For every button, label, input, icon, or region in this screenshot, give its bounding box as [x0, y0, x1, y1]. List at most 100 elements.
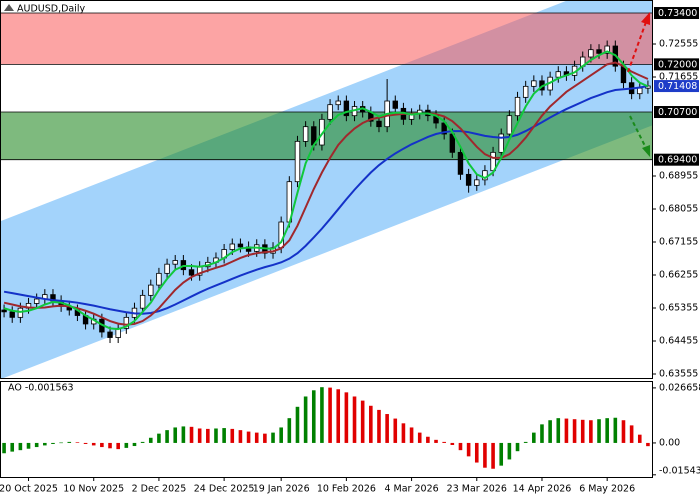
ao-bar: [637, 434, 642, 443]
ao-bar: [148, 437, 153, 443]
y-tick-label: 0.00: [659, 437, 680, 448]
x-tick-label: 6 May 2026: [579, 484, 635, 495]
y-tick-label: -0.015439: [659, 466, 700, 477]
ao-bar: [377, 409, 381, 443]
ao-bar: [271, 432, 275, 443]
ao-bar: [124, 442, 129, 448]
candle-body: [588, 49, 594, 58]
ao-bar: [360, 400, 365, 443]
ao-bar: [499, 442, 504, 466]
ao-bar: [230, 428, 235, 443]
ao-bar: [303, 396, 308, 443]
y-tick-label: 0.66255: [659, 270, 698, 281]
ao-bar: [10, 442, 15, 452]
ao-bar: [540, 424, 544, 443]
ao-bar: [295, 406, 300, 443]
level-label: 0.72000: [658, 59, 697, 70]
level-label: 0.73400: [658, 8, 697, 19]
x-tick-label: 20 Oct 2025: [0, 484, 58, 495]
ao-bar: [548, 420, 552, 443]
ao-bar: [328, 387, 332, 443]
ao-bar: [417, 432, 422, 443]
ao-bar: [474, 442, 479, 463]
y-tick-label: 0.71655: [659, 72, 698, 83]
y-tick-label: 0.63555: [659, 369, 698, 380]
x-tick-label: 2 Dec 2025: [132, 484, 187, 495]
ao-bar: [26, 442, 31, 449]
ao-bar: [311, 390, 316, 443]
ao-bar: [279, 427, 283, 443]
level-label: 0.71408: [658, 81, 697, 92]
ao-bar: [605, 418, 609, 443]
ao-bar: [222, 428, 226, 443]
ao-bar: [613, 417, 618, 443]
candle-body: [620, 65, 627, 84]
candle-body: [531, 80, 537, 87]
ao-bar: [515, 442, 520, 452]
forecast-arrows: [627, 12, 650, 157]
ao-bar: [621, 420, 626, 443]
indicator-title: AO -0.001563: [8, 383, 74, 394]
x-tick-label: 4 Mar 2026: [384, 484, 438, 495]
arrow-down: [629, 115, 647, 149]
y-tick-label: 0.64455: [659, 336, 698, 347]
candle-body: [237, 243, 244, 248]
ao-bar: [100, 442, 104, 448]
arrow-up: [627, 21, 647, 73]
title-icon: [4, 4, 14, 11]
candle-body: [148, 284, 154, 296]
candle-body: [9, 311, 15, 318]
price-panel-frame: [0, 0, 653, 379]
candle-body: [33, 298, 40, 304]
candle-body: [1, 309, 7, 313]
ao-bar: [246, 431, 251, 443]
ao-bar: [450, 442, 455, 445]
ao-bar: [434, 439, 438, 443]
ao-bar: [466, 442, 471, 457]
level-label: 0.70700: [658, 107, 697, 118]
candle-body: [457, 151, 464, 175]
ao-bar: [157, 433, 161, 443]
arrow-down-head: [642, 145, 650, 157]
ao-bar: [214, 428, 218, 443]
candle-body: [302, 126, 309, 142]
ao-bar: [116, 442, 120, 450]
x-tick-label: 10 Feb 2026: [317, 484, 376, 495]
candle-body: [172, 260, 178, 265]
ao-bar: [401, 423, 406, 443]
ao-bar: [34, 442, 39, 448]
ao-bar: [629, 425, 634, 443]
x-tick-label: 10 Nov 2025: [63, 484, 124, 495]
candle-body: [294, 140, 301, 183]
ao-bar: [409, 427, 414, 443]
level-box: [654, 153, 699, 166]
marks-layer: [1, 40, 651, 469]
ao-bar: [181, 426, 186, 443]
axis-layer: 0.63555 0.64455 0.65355 0.66255 0.67155 0.680…: [0, 7, 700, 495]
level-label: 0.69400: [658, 155, 697, 166]
y-tick-label: 0.68955: [659, 171, 698, 182]
ao-bar: [2, 442, 6, 454]
y-tick-label: 0.026658: [659, 382, 700, 393]
candle-body: [107, 331, 113, 338]
zone: [0, 13, 652, 65]
ao-bar: [18, 442, 23, 451]
ao-bar: [197, 428, 202, 443]
level-box: [654, 106, 699, 119]
ao-panel-frame: [0, 381, 653, 478]
ao-bar: [254, 432, 259, 443]
candle-body: [465, 173, 472, 186]
moving-average: [3, 84, 649, 315]
ao-bar: [132, 442, 137, 447]
candle-body: [188, 269, 195, 276]
ao-bar: [442, 441, 446, 443]
moving-average: [3, 61, 649, 326]
candle-body: [522, 85, 529, 98]
candle-body: [604, 45, 610, 54]
x-tick-label: 23 Mar 2026: [447, 484, 507, 495]
candle-body: [506, 115, 513, 135]
candle-body: [637, 87, 643, 95]
ao-bar: [597, 419, 601, 443]
